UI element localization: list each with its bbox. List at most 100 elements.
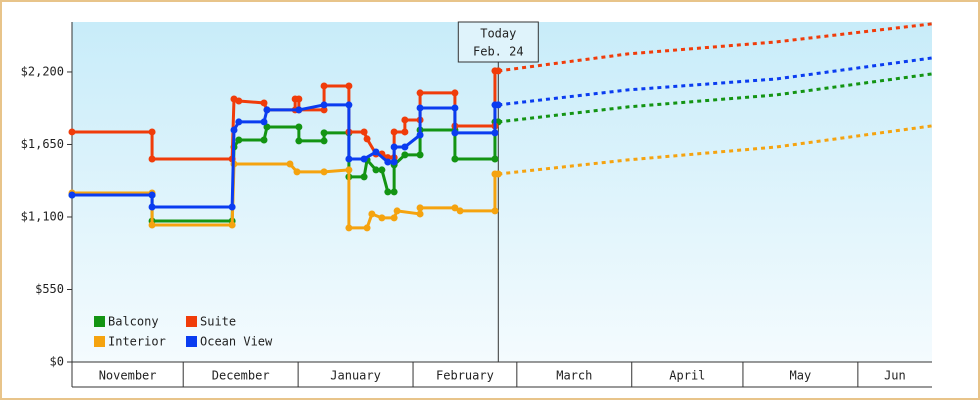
point — [320, 168, 328, 176]
point — [416, 89, 424, 97]
point — [260, 99, 268, 107]
point — [228, 221, 236, 229]
point — [148, 203, 156, 211]
point — [390, 158, 398, 166]
today-label: Today — [480, 27, 516, 41]
forecast-line — [498, 56, 933, 107]
forecast-line — [498, 124, 933, 176]
legend-swatch — [186, 316, 197, 327]
point — [401, 128, 409, 136]
point — [416, 131, 424, 139]
point — [491, 155, 499, 163]
point — [384, 188, 392, 196]
point — [148, 128, 156, 136]
point — [295, 137, 303, 145]
point — [320, 101, 328, 109]
point — [68, 128, 76, 136]
x-tick-label: May — [790, 369, 812, 383]
legend-label: Ocean View — [200, 335, 273, 349]
y-tick-label: $1,100 — [21, 209, 64, 223]
x-tick-label: December — [212, 369, 270, 383]
legend-label: Balcony — [108, 315, 159, 329]
x-tick-label: April — [669, 369, 705, 383]
point — [363, 224, 371, 232]
point — [390, 214, 398, 222]
plot-area — [72, 22, 932, 362]
point — [372, 148, 380, 156]
point — [390, 128, 398, 136]
x-tick-label: Jun — [884, 369, 906, 383]
point — [360, 173, 368, 181]
point — [416, 151, 424, 159]
point — [368, 210, 376, 218]
point — [401, 116, 409, 124]
point — [345, 101, 353, 109]
point — [491, 207, 499, 215]
point — [393, 207, 401, 215]
point — [494, 101, 502, 109]
point — [372, 166, 380, 174]
point — [295, 95, 303, 103]
y-tick-label: $550 — [35, 282, 64, 296]
legend-label: Interior — [108, 335, 166, 349]
point — [456, 207, 464, 215]
y-tick-label: $0 — [50, 355, 64, 369]
point — [235, 118, 243, 126]
series-line — [72, 69, 499, 161]
point — [230, 126, 238, 134]
point — [148, 155, 156, 163]
point — [451, 129, 459, 137]
point — [363, 135, 371, 143]
forecast-line — [498, 22, 933, 73]
point — [228, 203, 236, 211]
y-tick-label: $1,650 — [21, 137, 64, 151]
point — [378, 166, 386, 174]
point — [451, 204, 459, 212]
point — [345, 155, 353, 163]
point — [360, 128, 368, 136]
point — [260, 118, 268, 126]
point — [451, 155, 459, 163]
point — [260, 136, 268, 144]
point — [293, 168, 301, 176]
point — [384, 158, 392, 166]
point — [494, 170, 502, 178]
point — [320, 137, 328, 145]
point — [416, 104, 424, 112]
forecast-line — [498, 72, 933, 124]
point — [491, 129, 499, 137]
point — [235, 136, 243, 144]
point — [320, 129, 328, 137]
point — [320, 82, 328, 90]
legend-label: Suite — [200, 315, 236, 329]
point — [401, 151, 409, 159]
legend-swatch — [94, 336, 105, 347]
x-tick-label: February — [436, 369, 494, 383]
point — [148, 221, 156, 229]
point — [345, 82, 353, 90]
legend-swatch — [94, 316, 105, 327]
x-tick-label: March — [556, 369, 592, 383]
point — [320, 106, 328, 114]
legend-swatch — [186, 336, 197, 347]
point — [68, 191, 76, 199]
point — [235, 97, 243, 105]
today-box — [457, 21, 539, 63]
point — [148, 191, 156, 199]
point — [345, 166, 353, 174]
x-tick-label: November — [99, 369, 157, 383]
point — [378, 214, 386, 222]
x-tick-label: January — [330, 369, 381, 383]
point — [451, 89, 459, 97]
point — [416, 210, 424, 218]
point — [401, 143, 409, 151]
point — [295, 123, 303, 131]
point — [416, 204, 424, 212]
point — [451, 104, 459, 112]
point — [390, 143, 398, 151]
today-date: Feb. 24 — [473, 45, 524, 59]
y-tick-label: $2,200 — [21, 64, 64, 78]
point — [494, 67, 502, 75]
